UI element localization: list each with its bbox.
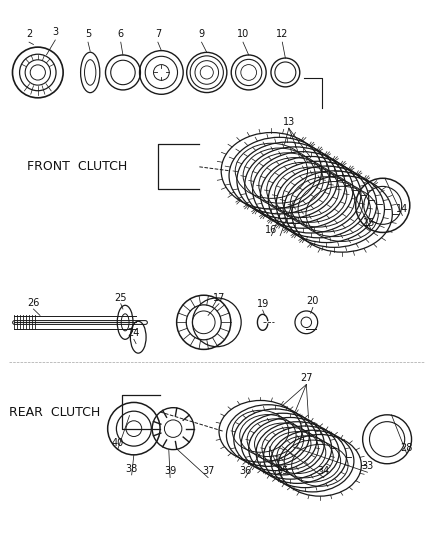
- Text: 38: 38: [126, 464, 138, 474]
- Text: 28: 28: [401, 442, 413, 453]
- Text: 37: 37: [202, 466, 214, 477]
- Text: 25: 25: [114, 293, 127, 303]
- Text: 27: 27: [300, 374, 313, 383]
- Text: 39: 39: [164, 466, 176, 477]
- Text: 24: 24: [127, 328, 140, 338]
- Text: 7: 7: [155, 29, 161, 39]
- Text: 26: 26: [27, 298, 39, 308]
- Text: 20: 20: [307, 296, 319, 306]
- Text: 5: 5: [85, 29, 91, 39]
- Text: 3: 3: [52, 27, 58, 37]
- Text: FRONT  CLUTCH: FRONT CLUTCH: [27, 160, 127, 173]
- Text: 13: 13: [283, 117, 295, 127]
- Text: 2: 2: [26, 29, 32, 39]
- Text: 35: 35: [276, 466, 289, 477]
- Text: 34: 34: [318, 466, 330, 477]
- Text: 33: 33: [361, 461, 374, 471]
- Text: 9: 9: [198, 29, 205, 39]
- Text: 19: 19: [257, 299, 269, 309]
- Text: 16: 16: [265, 224, 278, 235]
- Text: 15: 15: [364, 218, 376, 228]
- Text: 17: 17: [213, 293, 225, 303]
- Text: 40: 40: [112, 438, 124, 448]
- Text: 10: 10: [237, 29, 249, 39]
- Text: 6: 6: [118, 29, 124, 39]
- Text: 14: 14: [396, 204, 409, 214]
- Text: 12: 12: [276, 29, 289, 39]
- Text: REAR  CLUTCH: REAR CLUTCH: [10, 406, 101, 419]
- Text: 36: 36: [239, 466, 251, 477]
